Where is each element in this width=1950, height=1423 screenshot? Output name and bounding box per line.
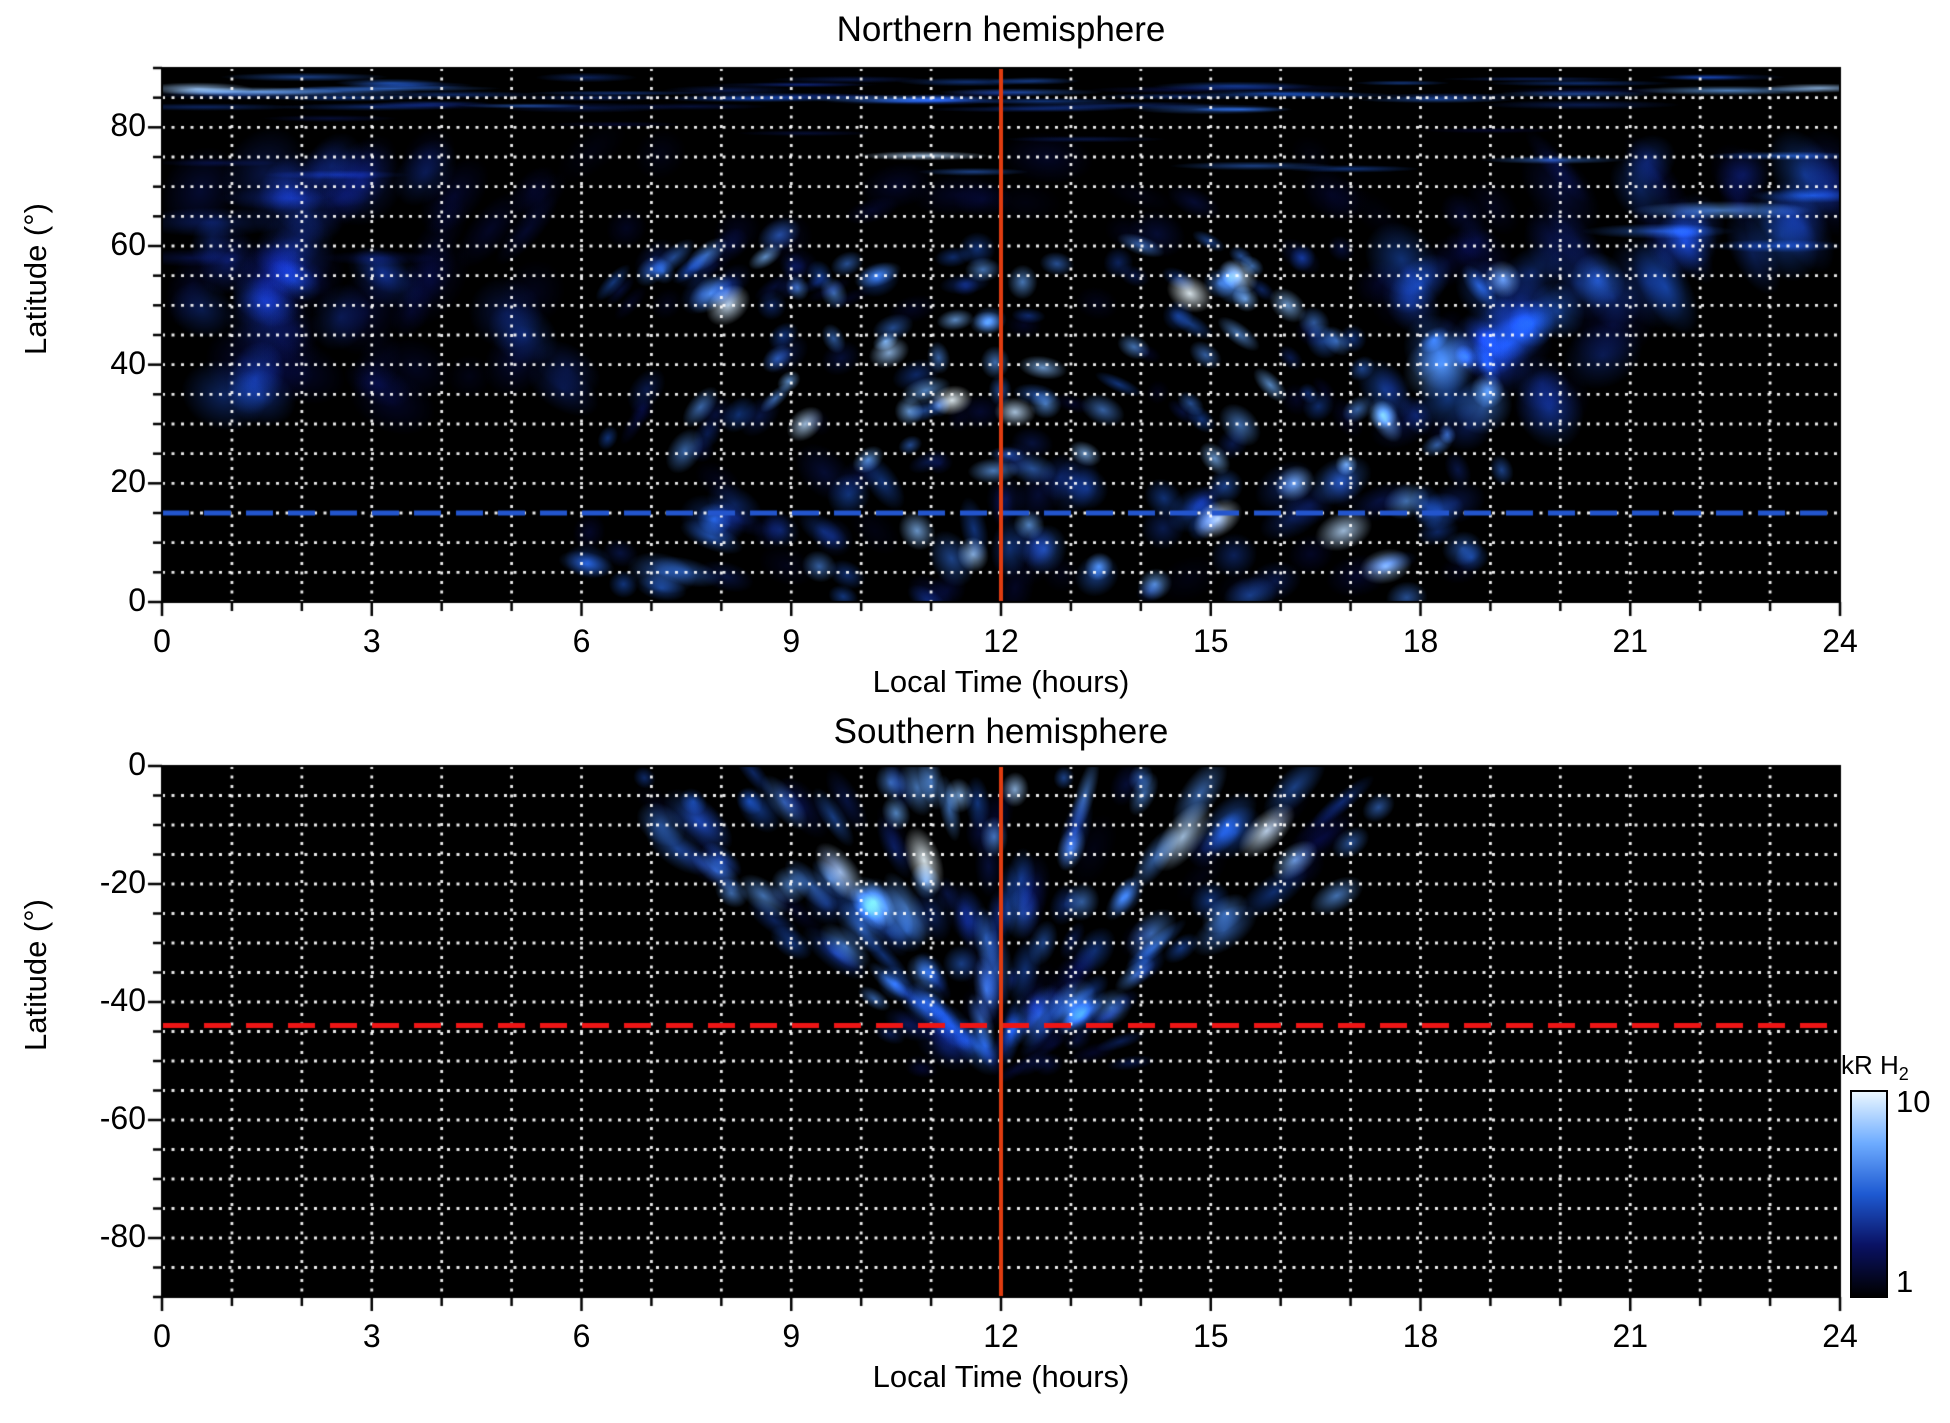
north-y-tick-label: 40: [110, 344, 146, 381]
south-x-tick-label: 3: [362, 1318, 381, 1354]
south-x-tick-label: 12: [983, 1318, 1019, 1354]
south-x-tick-label: 21: [1612, 1318, 1649, 1354]
north-y-tick-label: 60: [110, 226, 146, 262]
south-x-axis-label: Local Time (hours): [872, 1359, 1130, 1394]
colorbar-title: kR H2: [1841, 1050, 1909, 1085]
south-y-tick-label: 0: [128, 746, 146, 782]
north-x-tick-label: 18: [1402, 623, 1439, 659]
colorbar-min-label: 1: [1896, 1264, 1914, 1299]
south-y-tick-label: -60: [99, 1100, 146, 1136]
north-x-tick-label: 3: [362, 623, 381, 659]
north-x-axis-label: Local Time (hours): [872, 664, 1130, 699]
south-y-tick-label: -40: [99, 982, 146, 1018]
north-panel-title: Northern hemisphere: [836, 10, 1166, 49]
north-x-tick-label: 21: [1612, 623, 1649, 659]
south-y-tick-label: -80: [99, 1218, 146, 1254]
north-x-tick-label: 12: [983, 623, 1019, 659]
north-x-tick-label: 24: [1822, 623, 1858, 659]
north-y-tick-label: 0: [128, 582, 146, 618]
south-x-tick-label: 9: [782, 1318, 801, 1354]
south-x-tick-label: 24: [1822, 1318, 1858, 1354]
north-y-tick-label: 80: [110, 107, 146, 144]
south-x-tick-label: 0: [153, 1318, 171, 1354]
south-x-tick-label: 18: [1402, 1318, 1439, 1354]
colorbar-max-label: 10: [1896, 1084, 1931, 1119]
south-y-tick-label: -20: [99, 864, 146, 900]
south-panel-title: Southern hemisphere: [833, 712, 1169, 751]
colorbar: [1850, 1090, 1888, 1298]
north-x-tick-label: 9: [782, 623, 801, 659]
north-y-tick-label: 20: [110, 463, 146, 500]
north-x-tick-label: 0: [153, 623, 171, 659]
north-x-tick-label: 15: [1192, 623, 1229, 659]
north-x-tick-label: 6: [572, 623, 591, 659]
south-x-tick-label: 6: [572, 1318, 591, 1354]
south-x-tick-label: 15: [1192, 1318, 1229, 1354]
